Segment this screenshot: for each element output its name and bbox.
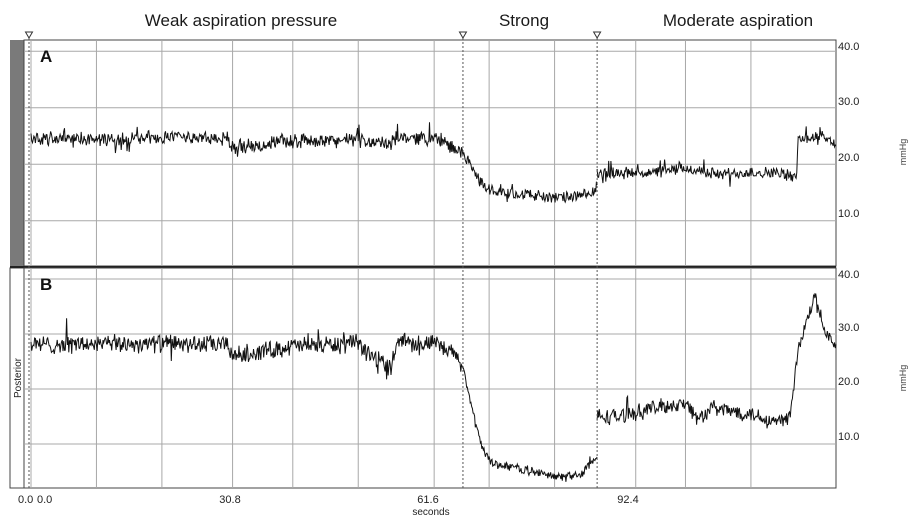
panel-a-letter: A (40, 47, 52, 66)
panel-a-series-segment-1 (30, 122, 464, 158)
panel-a-y-tick-10: 10.0 (838, 208, 859, 220)
x-tick-0-left: 0.0 (18, 494, 33, 506)
x-tick-0: 0.0 (37, 494, 52, 506)
panel-b-y-tick-10: 10.0 (838, 431, 859, 443)
panel-a-series-segment-2 (462, 152, 598, 204)
panel-a-y-tick-40: 40.0 (838, 41, 859, 53)
panel-a-y-tick-20: 20.0 (838, 152, 859, 164)
panel-b-y-tick-30: 30.0 (838, 322, 859, 334)
panel-b-series-segment-1 (30, 318, 464, 380)
panel-a-unit-label: mmHg (898, 139, 908, 166)
panel-a-frame (23, 39, 837, 267)
panel-b-frame (23, 267, 837, 489)
panel-b-y-ticks: 40.0 30.0 20.0 10.0 (838, 269, 859, 443)
panel-b-unit-label: mmHg (898, 365, 908, 392)
x-tick-92-4: 92.4 (617, 494, 638, 506)
phase-label-strong: Strong (499, 11, 549, 30)
posterior-label: Posterior (13, 357, 24, 398)
panel-b-series-segment-3 (596, 292, 837, 429)
phase-label-moderate: Moderate aspiration (663, 11, 813, 30)
phase-boundary-marker-1[interactable] (458, 31, 468, 39)
phase-label-weak: Weak aspiration pressure (145, 11, 337, 30)
phase-markers (24, 31, 602, 488)
panel-a-y-tick-30: 30.0 (838, 96, 859, 108)
phase-boundary-marker-2[interactable] (592, 31, 602, 39)
panel-b-y-tick-40: 40.0 (838, 269, 859, 281)
panel-a-side-bar (10, 40, 24, 266)
panel-a-series-segment-3 (596, 126, 837, 187)
panel-b-trace (30, 292, 837, 482)
panel-a-trace (30, 122, 837, 204)
panel-a-y-ticks: 40.0 30.0 20.0 10.0 (838, 41, 859, 220)
x-axis-title: seconds (412, 507, 449, 518)
panel-b: B 40.0 30.0 20.0 10.0 mmHg (23, 267, 908, 489)
x-tick-30-8: 30.8 (219, 494, 240, 506)
phase-labels: Weak aspiration pressure Strong Moderate… (145, 11, 813, 30)
x-tick-61-6: 61.6 (417, 494, 438, 506)
x-axis-ticks: 0.0 0.0 30.8 61.6 92.4 (18, 494, 639, 506)
panel-b-series-segment-2 (462, 366, 598, 482)
panel-b-grid (24, 268, 836, 488)
panel-b-y-tick-20: 20.0 (838, 376, 859, 388)
panel-a: A 40.0 30.0 20.0 10.0 mmHg (23, 39, 908, 267)
panel-a-grid (24, 40, 836, 266)
phase-boundary-marker-0[interactable] (24, 31, 34, 39)
panel-b-letter: B (40, 275, 52, 294)
